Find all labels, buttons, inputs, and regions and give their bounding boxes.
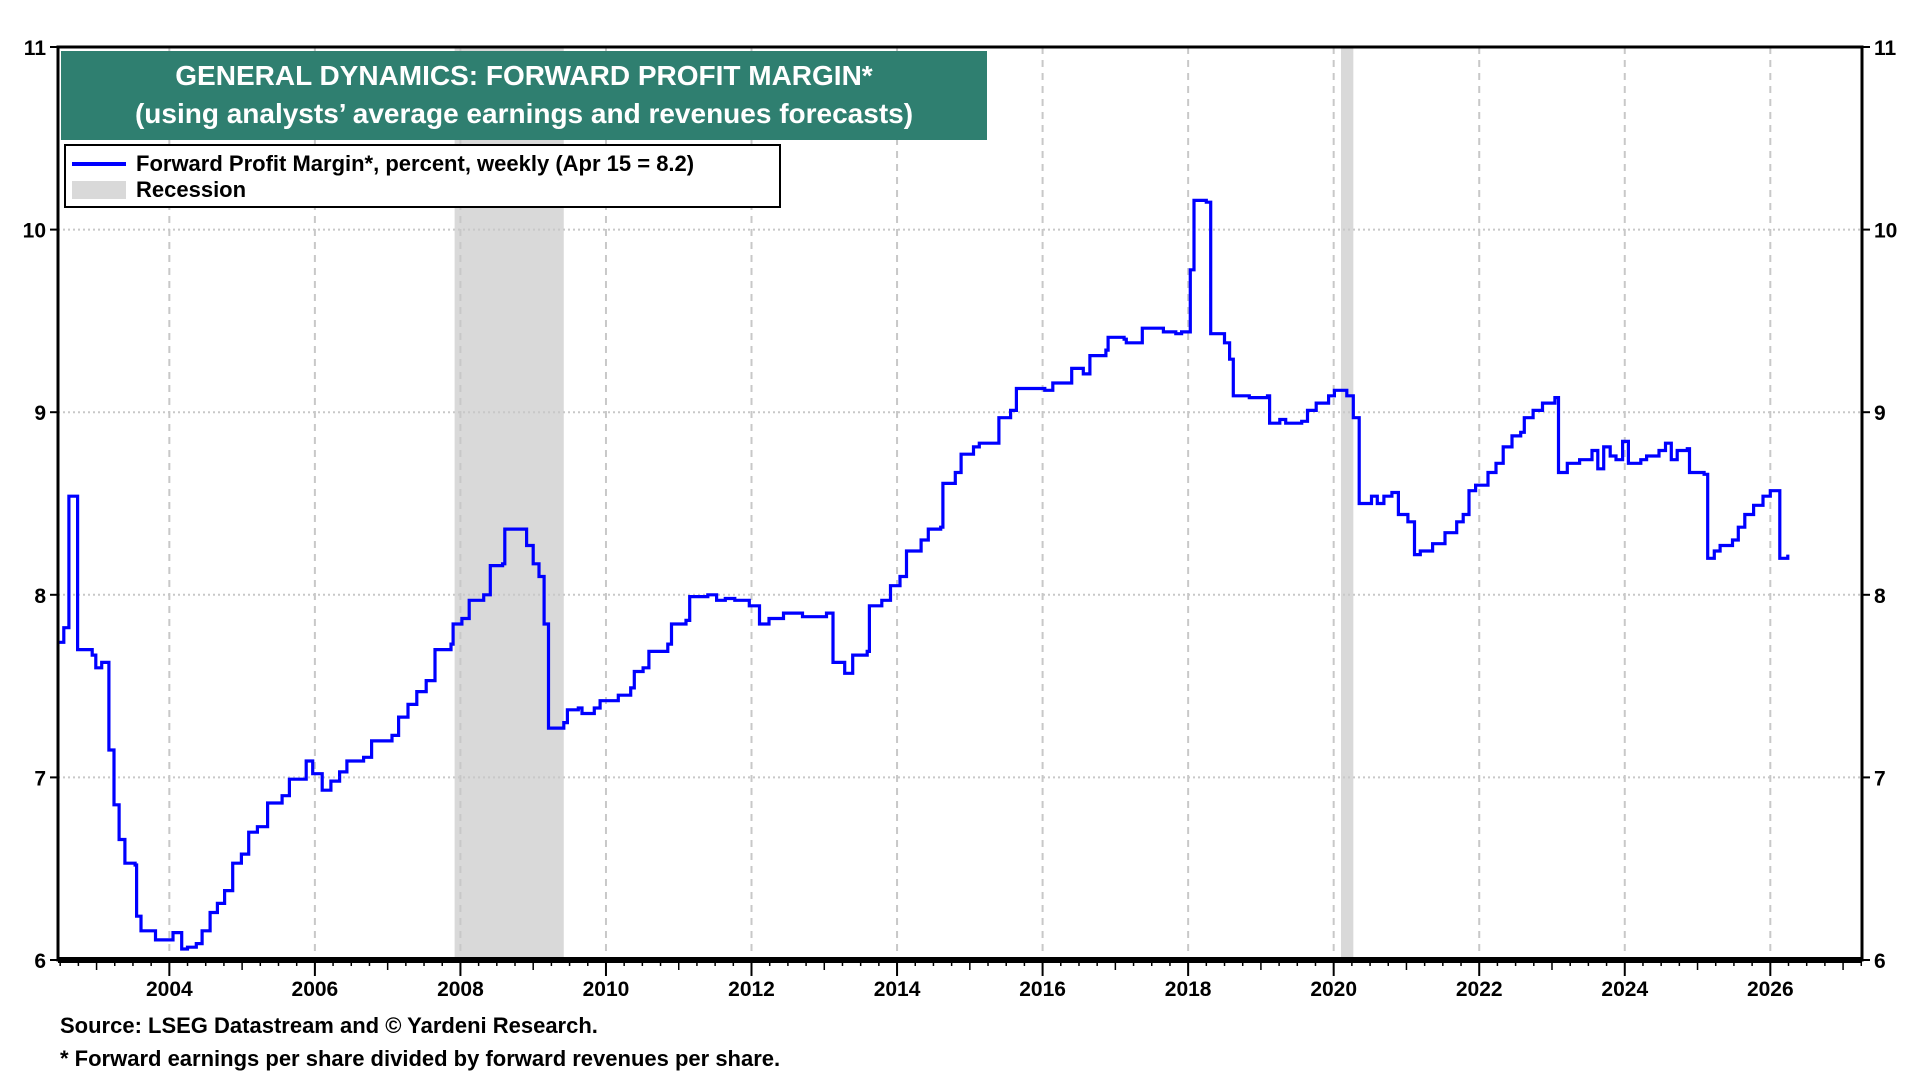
x-tick-label: 2004: [146, 978, 193, 1001]
x-tick-label: 2014: [874, 978, 921, 1001]
legend-label: Forward Profit Margin*, percent, weekly …: [136, 151, 695, 176]
legend-line-swatch: [72, 162, 126, 166]
x-tick-label: 2026: [1747, 978, 1794, 1001]
chart-title: GENERAL DYNAMICS: FORWARD PROFIT MARGIN*: [175, 60, 873, 91]
x-tick-label: 2010: [583, 978, 630, 1001]
series-layer: [58, 198, 1790, 951]
x-tick-label: 2020: [1310, 978, 1357, 1001]
legend-item-profit-margin: Forward Profit Margin*, percent, weekly …: [72, 151, 694, 177]
y-tick-label-right: 8: [1874, 585, 1886, 608]
x-tick-label: 2016: [1019, 978, 1066, 1001]
y-tick-label-right: 9: [1874, 402, 1886, 425]
legend-label: Recession: [136, 177, 247, 202]
y-tick-label-right: 7: [1874, 767, 1886, 790]
x-tick-label: 2012: [728, 978, 775, 1001]
gridlines: [58, 47, 1862, 960]
legend-recession-swatch: [72, 181, 126, 199]
chart-title-box: GENERAL DYNAMICS: FORWARD PROFIT MARGIN*…: [61, 51, 987, 140]
legend: Forward Profit Margin*, percent, weekly …: [64, 144, 781, 208]
x-tick-label: 2024: [1601, 978, 1648, 1001]
series-line-forward-profit-margin: [58, 198, 1790, 951]
y-tick-label-right: 6: [1874, 950, 1886, 973]
y-tick-label-left: 10: [23, 220, 46, 243]
axes: 6 6 7 7 8 8 9 9 10 10 11 11 2004 2006 2008 2010 2012 2014…: [23, 37, 1898, 1001]
source-note: Source: LSEG Datastream and © Yardeni Re…: [60, 1013, 598, 1038]
x-tick-label: 2022: [1456, 978, 1503, 1001]
y-tick-label-left: 6: [34, 950, 46, 973]
y-tick-label-left: 9: [34, 402, 46, 425]
y-tick-label-right: 11: [1874, 37, 1897, 60]
x-tick-label: 2008: [437, 978, 484, 1001]
y-tick-label-left: 11: [24, 37, 47, 60]
x-tick-label: 2018: [1165, 978, 1212, 1001]
legend-item-recession: Recession: [72, 177, 246, 203]
recession-band: [1340, 47, 1354, 960]
y-tick-label-right: 10: [1874, 220, 1897, 243]
chart-subtitle: (using analysts’ average earnings and re…: [134, 98, 914, 129]
footnote: * Forward earnings per share divided by …: [60, 1046, 781, 1071]
y-tick-label-left: 7: [34, 767, 46, 790]
x-tick-label: 2006: [292, 978, 339, 1001]
y-tick-label-left: 8: [34, 585, 46, 608]
